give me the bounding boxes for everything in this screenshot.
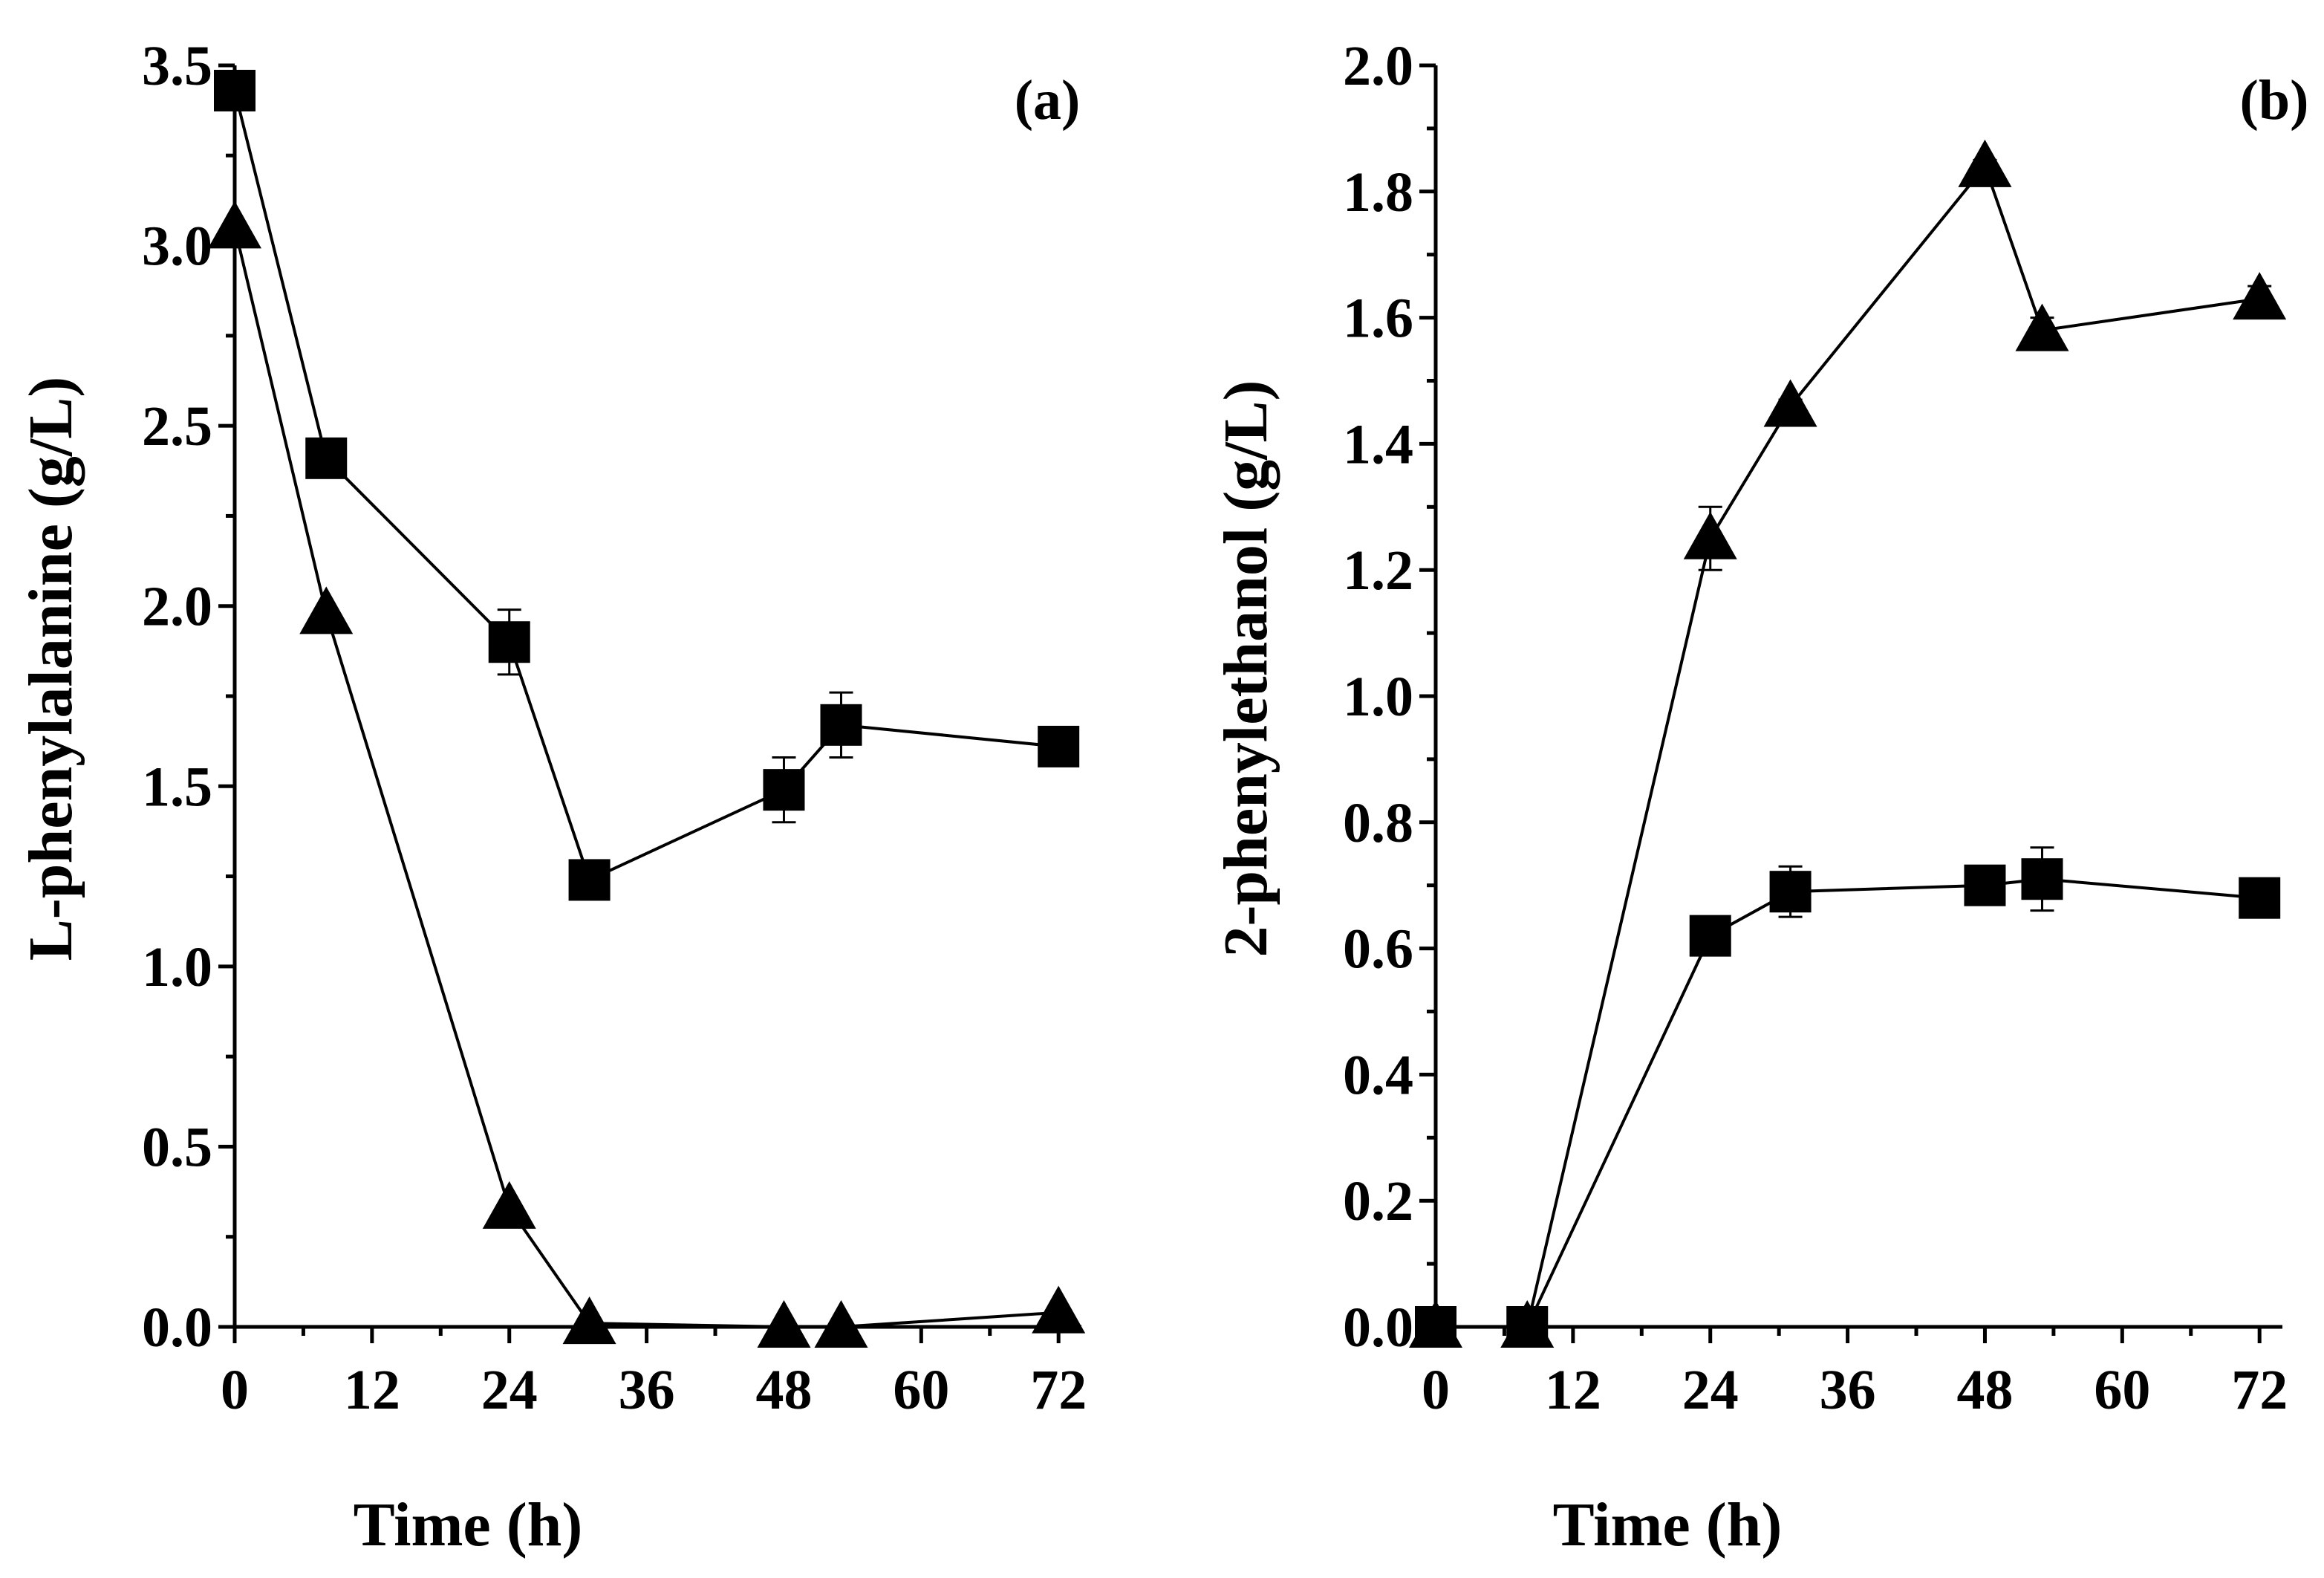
panel-b-y-axis-title: 2-phenylethanol (g/L) xyxy=(1211,380,1280,957)
panel-b-y-tick-label: 1.0 xyxy=(1343,666,1413,728)
panel-a-triangle-marker xyxy=(1032,1285,1086,1334)
panel-a-y-tick-label: 2.5 xyxy=(142,395,212,458)
panel-b-label: (b) xyxy=(2240,69,2309,132)
panel-b-square-marker xyxy=(2239,877,2281,919)
panel-b-triangle-marker xyxy=(2015,303,2069,351)
panel-a-triangle-marker xyxy=(482,1181,536,1229)
panel-b-x-axis-title: Time (h) xyxy=(1553,1490,1783,1559)
panel-a-y-tick-label: 0.0 xyxy=(142,1296,212,1359)
panel-b-square-marker xyxy=(2021,858,2063,900)
panel-a-square-marker xyxy=(763,769,805,811)
panel-a-square-marker xyxy=(305,437,348,479)
panel-b-triangle-marker xyxy=(1500,1300,1555,1348)
panel-a-triangle-marker xyxy=(562,1296,616,1345)
panel-b-y-tick-label: 1.2 xyxy=(1343,539,1413,602)
panel-a-square-marker xyxy=(820,704,862,746)
panel-a-x-tick-label: 12 xyxy=(344,1359,400,1421)
panel-a-square-marker xyxy=(214,69,255,111)
panel-a-x-tick-label: 24 xyxy=(481,1359,538,1421)
panel-b-x-tick-label: 12 xyxy=(1545,1359,1601,1421)
panel-a-x-tick-label: 60 xyxy=(893,1359,949,1421)
panel-b-triangle-marker xyxy=(1409,1300,1462,1348)
panel-a-y-tick-label: 1.0 xyxy=(142,936,212,999)
panel-a-square-marker xyxy=(568,859,611,901)
panel-a-square-marker xyxy=(1038,725,1080,767)
panel-a-y-tick-label: 3.0 xyxy=(142,215,212,278)
panel-b-y-tick-label: 0.4 xyxy=(1343,1044,1413,1106)
panel-b-triangle-marker xyxy=(1763,379,1817,427)
panel-a-triangle-marker xyxy=(814,1300,868,1348)
panel-b-triangle-marker xyxy=(1958,139,2012,187)
panel-a-y-axis-title: L-phenylalanine (g/L) xyxy=(16,377,85,961)
panel-b-chart: (b) Time (h) 2-phenylethanol (g/L) 0.0 0.… xyxy=(1211,35,2308,1559)
panel-a-x-tick-label: 36 xyxy=(619,1359,675,1421)
panel-b-y-tick-label: 0.0 xyxy=(1343,1296,1413,1359)
panel-b-x-tick-label: 72 xyxy=(2231,1359,2288,1421)
panel-a-chart: (a) Time (h) L-phenylalanine (g/L) 0.0 0.… xyxy=(16,35,1087,1559)
panel-b-y-tick-label: 1.6 xyxy=(1343,288,1413,350)
panel-b-triangle-marker xyxy=(2233,272,2287,320)
panel-b-x-tick-label: 60 xyxy=(2094,1359,2150,1421)
panel-b-x-tick-label: 36 xyxy=(1820,1359,1876,1421)
panel-b-x-tick-label: 0 xyxy=(1422,1359,1450,1421)
panel-b-triangle-marker xyxy=(1683,511,1737,559)
panel-a-triangle-marker xyxy=(208,201,261,249)
panel-b-y-tick-label: 1.4 xyxy=(1343,413,1413,475)
panel-a-y-tick-label: 0.5 xyxy=(142,1116,212,1178)
panel-a-label: (a) xyxy=(1015,69,1081,132)
panel-b-square-marker xyxy=(1964,864,2006,906)
panel-a-y-tick-label: 1.5 xyxy=(142,756,212,818)
panel-b-y-tick-label: 0.8 xyxy=(1343,792,1413,854)
panel-a-y-tick-label: 2.0 xyxy=(142,576,212,638)
panel-b-x-tick-label: 48 xyxy=(1956,1359,2013,1421)
panel-b-y-tick-label: 0.2 xyxy=(1343,1170,1413,1233)
panel-a-y-tick-label: 3.5 xyxy=(142,35,212,97)
panel-b-square-marker xyxy=(1769,871,1812,913)
panel-b-x-tick-label: 24 xyxy=(1682,1359,1739,1421)
panel-a-triangle-marker xyxy=(299,586,354,634)
panel-b-y-tick-label: 0.6 xyxy=(1343,918,1413,981)
panel-a-triangle-marker xyxy=(757,1300,811,1348)
panel-b-square-marker xyxy=(1689,915,1731,957)
panel-a-x-tick-label: 0 xyxy=(221,1359,249,1421)
panel-a-x-axis-title: Time (h) xyxy=(354,1490,583,1559)
panel-b-y-tick-label: 1.8 xyxy=(1343,161,1413,224)
panel-a-square-marker xyxy=(488,621,530,663)
panel-b-y-tick-label: 2.0 xyxy=(1343,35,1413,97)
panel-a-x-tick-label: 72 xyxy=(1030,1359,1087,1421)
panel-a-x-tick-label: 48 xyxy=(755,1359,812,1421)
